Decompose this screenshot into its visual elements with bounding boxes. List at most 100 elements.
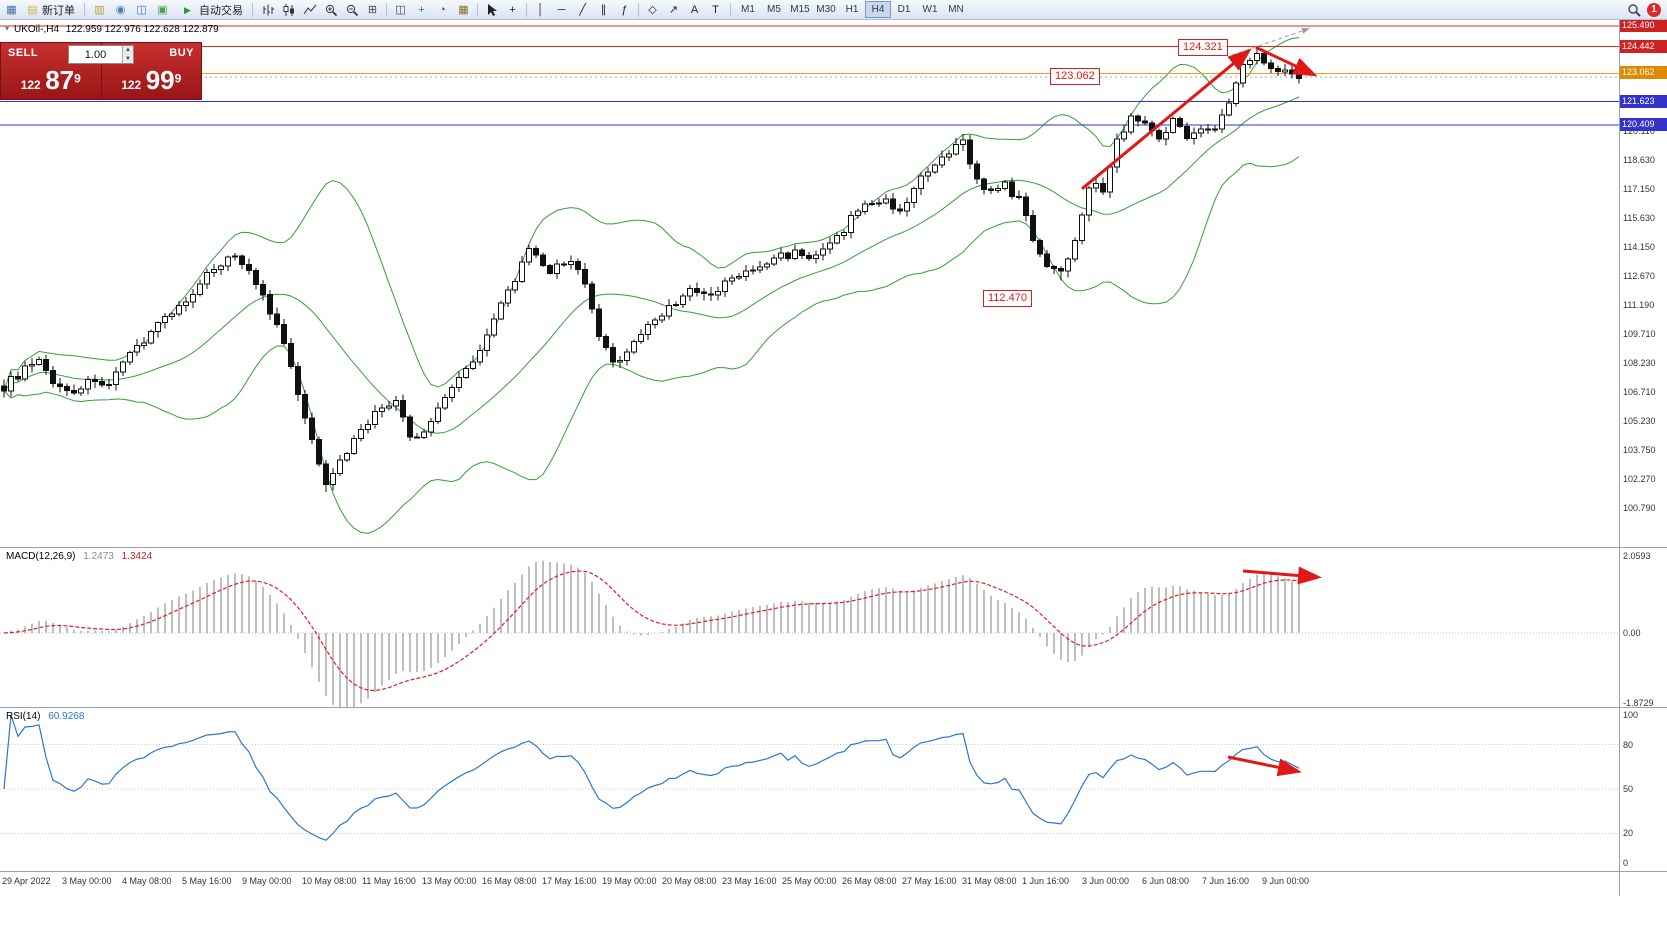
price-tick: 112.670 xyxy=(1623,271,1655,281)
new-order-button[interactable]: ▤ 新订单 xyxy=(21,1,80,19)
cursor-button[interactable] xyxy=(481,1,502,19)
new-chart-icon: ◫ xyxy=(395,3,406,16)
timeframe-button-m15[interactable]: M15 xyxy=(787,1,813,18)
time-axis-label: 26 May 08:00 xyxy=(842,876,897,886)
rsi-axis-label: 100 xyxy=(1623,710,1639,720)
toolbar-icon-group: ▥ ◉ ◫ ▣ xyxy=(89,0,173,19)
templates-icon: ▦ xyxy=(458,3,469,16)
indicators-button[interactable]: + xyxy=(411,1,432,19)
macd-canvas[interactable] xyxy=(0,547,1619,707)
price-tag: 124.442 xyxy=(1620,40,1667,53)
tile-windows-icon: ⊞ xyxy=(367,3,378,16)
time-axis-label: 9 May 00:00 xyxy=(242,876,292,886)
main-chart-canvas[interactable] xyxy=(0,20,1619,547)
time-axis-label: 6 Jun 08:00 xyxy=(1142,876,1190,886)
market-watch-icon: ▥ xyxy=(94,4,105,16)
channel-button[interactable]: ∥ xyxy=(593,1,614,19)
trendline-button[interactable]: ╱ xyxy=(572,1,593,19)
periods-button[interactable]: ◔ xyxy=(432,1,453,19)
arrows-button[interactable]: ↗ xyxy=(663,1,684,19)
timeframe-button-d1[interactable]: D1 xyxy=(891,1,917,18)
trendline-icon: ╱ xyxy=(579,3,586,16)
price-axis[interactable]: 120.110 118.630 117.150 115.630 114.150 112.6… xyxy=(1619,19,1667,896)
autotrading-icon: ▶ xyxy=(184,4,191,15)
chart-symbol-label: UKOil-,H4 xyxy=(14,24,60,35)
data-window-button[interactable]: ◫ xyxy=(131,1,152,19)
timeframe-button-m5[interactable]: M5 xyxy=(761,1,787,18)
volume-field[interactable]: 1.00 ▲ ▼ xyxy=(68,45,134,64)
price-tag: 120.409 xyxy=(1620,118,1667,131)
timeframe-button-w1[interactable]: W1 xyxy=(917,1,943,18)
time-axis[interactable]: 29 Apr 2022 3 May 00:00 4 May 08:00 5 May 1… xyxy=(0,872,1667,896)
timeframe-button-h1[interactable]: H1 xyxy=(839,1,865,18)
chart-tools-group: ⊞ ◫ + ◔ ▦ + │ ─ ╱ ∥ ƒ ◇ ↗ A T xyxy=(257,1,726,19)
timeframe-group: M1 M5 M15 M30 H1 H4 D1 W1 MN xyxy=(735,1,969,18)
autotrading-label: 自动交易 xyxy=(199,4,243,17)
text-button[interactable]: A xyxy=(684,1,705,19)
timeframe-button-h4[interactable]: H4 xyxy=(865,1,891,18)
tile-windows-button[interactable]: ⊞ xyxy=(362,1,383,19)
channel-icon: ∥ xyxy=(600,3,607,16)
toolbar: ▦ ▤ 新订单 ▥ ◉ ◫ ▣ ▶ 自动交易 ⊞ ◫ + ◔ ▦ + │ ─ ╱ ∥ ƒ ◇ ↗ A T M1 M5… xyxy=(0,0,1667,20)
price-tick: 115.630 xyxy=(1623,213,1655,223)
new-chart-button[interactable]: ◫ xyxy=(390,1,411,19)
rsi-title: RSI(14) xyxy=(6,711,41,722)
zoom-out-button[interactable] xyxy=(341,1,362,19)
one-click-panel-toggle[interactable]: ▾ xyxy=(2,23,12,33)
chart-price-label[interactable]: 124.321 xyxy=(1178,39,1228,56)
one-click-trade-panel: SELL 122 879 BUY 122 999 1.00 ▲ ▼ xyxy=(0,42,202,100)
sell-price: 122 879 xyxy=(20,65,81,95)
rsi-axis-label: 50 xyxy=(1623,784,1634,794)
zoom-in-icon xyxy=(322,1,339,19)
templates-button[interactable]: ▦ xyxy=(453,1,474,19)
vertical-line-button[interactable]: │ xyxy=(530,1,551,19)
horizontal-line-button[interactable]: ─ xyxy=(551,1,572,19)
bar-chart-button[interactable] xyxy=(257,1,278,19)
price-tag: 125.490 xyxy=(1620,19,1667,32)
panel-separator[interactable] xyxy=(0,707,1667,708)
price-tick: 114.150 xyxy=(1623,242,1655,252)
toolbar-separator xyxy=(526,2,527,17)
panel-separator[interactable] xyxy=(0,871,1667,872)
timeframe-button-m30[interactable]: M30 xyxy=(813,1,839,18)
candlestick-chart-icon xyxy=(280,1,297,19)
time-axis-label: 4 May 08:00 xyxy=(122,876,172,886)
crosshair-button[interactable]: + xyxy=(502,1,523,19)
rsi-value: 60.9268 xyxy=(48,711,85,722)
search-icon[interactable] xyxy=(1625,1,1642,19)
market-watch-button[interactable]: ▥ xyxy=(89,1,110,19)
macd-value-main: 1.2473 xyxy=(83,551,114,562)
volume-value: 1.00 xyxy=(84,48,107,61)
notification-badge[interactable]: 1 xyxy=(1647,2,1661,17)
toolbar-right-group: 1 xyxy=(1625,1,1664,19)
time-axis-label: 23 May 16:00 xyxy=(722,876,777,886)
new-order-label: 新订单 xyxy=(42,4,75,17)
macd-value-signal: 1.3424 xyxy=(121,551,153,562)
time-axis-label: 27 May 16:00 xyxy=(902,876,957,886)
line-chart-button[interactable] xyxy=(299,1,320,19)
shapes-button[interactable]: ◇ xyxy=(642,1,663,19)
label-button[interactable]: T xyxy=(705,1,726,19)
zoom-in-button[interactable] xyxy=(320,1,341,19)
fibonacci-icon: ƒ xyxy=(621,3,628,16)
fibonacci-button[interactable]: ƒ xyxy=(614,1,635,19)
candlestick-chart-button[interactable] xyxy=(278,1,299,19)
navigator-button[interactable]: ◉ xyxy=(110,1,131,19)
timeframe-button-m1[interactable]: M1 xyxy=(735,1,761,18)
rsi-canvas[interactable] xyxy=(0,707,1619,871)
chart-price-label[interactable]: 112.470 xyxy=(983,290,1032,307)
volume-down-button[interactable]: ▼ xyxy=(122,54,133,63)
time-axis-label: 10 May 08:00 xyxy=(302,876,357,886)
chart-ohlc-header: UKOil-,H4 122.959 122.976 122.628 122.87… xyxy=(14,24,219,35)
chart-price-label[interactable]: 123.062 xyxy=(1050,68,1100,85)
timeframe-button-mn[interactable]: MN xyxy=(943,1,969,18)
autotrading-button[interactable]: ▶ 自动交易 xyxy=(174,1,248,19)
macd-title: MACD(12,26,9) xyxy=(6,551,76,562)
panel-separator[interactable] xyxy=(0,547,1667,548)
volume-up-button[interactable]: ▲ xyxy=(122,46,133,55)
time-axis-label: 29 Apr 2022 xyxy=(2,876,51,886)
price-tick: 100.790 xyxy=(1623,503,1656,513)
macd-axis-label: 2.0593 xyxy=(1623,551,1651,561)
price-tick: 111.190 xyxy=(1623,300,1655,310)
strategy-tester-button[interactable]: ▣ xyxy=(152,1,173,19)
